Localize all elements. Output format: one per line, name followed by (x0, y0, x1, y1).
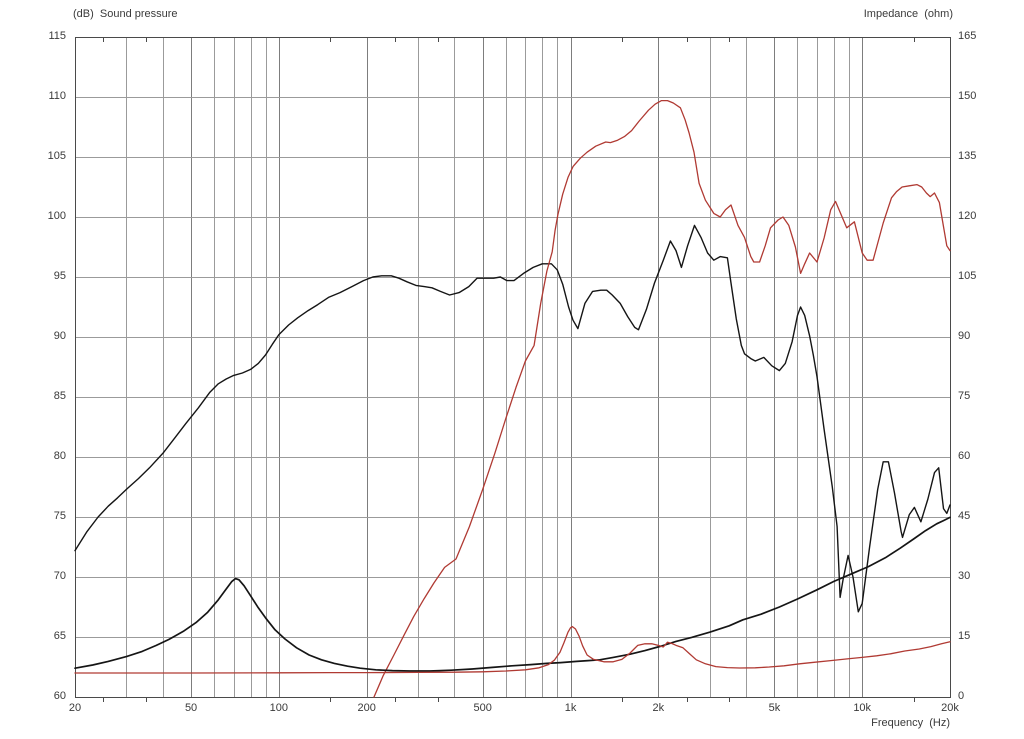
y-right-tick-label: 105 (958, 270, 977, 282)
y-right-tick-label: 15 (958, 630, 971, 642)
y-right-tick-label: 90 (958, 330, 971, 342)
x-axis-title: Frequency (Hz) (871, 717, 950, 729)
y-right-tick-label: 45 (958, 510, 971, 522)
y-left-tick-label: 105 (47, 150, 66, 162)
y-left-tick-label: 110 (48, 90, 66, 102)
x-tick-label: 5k (768, 702, 781, 714)
y-left-tick-label: 115 (48, 30, 66, 42)
series-spl_black (74, 224, 951, 613)
y-right-tick-label: 75 (958, 390, 971, 402)
y-left-tick-label: 75 (53, 510, 66, 522)
x-tick-label: 1k (564, 702, 577, 714)
y-left-tick-label: 65 (53, 630, 66, 642)
x-tick-label: 100 (269, 702, 289, 714)
y-right-tick-label: 60 (958, 450, 971, 462)
y-right-tick-label: 135 (958, 150, 977, 162)
y-right-tick-label: 30 (958, 570, 971, 582)
series-imp_red (74, 625, 951, 674)
y-left-tick-label: 60 (53, 690, 66, 702)
y-right-tick-label: 150 (958, 90, 977, 102)
y-left-tick-label: 95 (53, 270, 66, 282)
y-left-axis-title: (dB) Sound pressure (73, 8, 178, 20)
y-right-axis-title: Impedance (ohm) (863, 8, 953, 20)
y-left-tick-label: 90 (53, 330, 66, 342)
x-tick-label: 20 (68, 702, 82, 714)
y-right-tick-label: 120 (958, 210, 977, 222)
y-left-tick-label: 100 (47, 210, 66, 222)
y-right-tick-label: 0 (958, 690, 965, 702)
x-tick-label: 10k (853, 702, 872, 714)
series-imp_black (74, 516, 951, 672)
y-right-tick-label: 165 (958, 30, 977, 42)
series-spl_red (373, 99, 951, 698)
y-left-tick-label: 85 (53, 390, 66, 402)
x-tick-label: 500 (473, 702, 492, 714)
y-left-tick-label: 70 (53, 570, 66, 582)
x-tick-label: 50 (184, 702, 198, 714)
x-tick-label: 200 (357, 702, 376, 714)
x-tick-label: 2k (652, 702, 665, 714)
y-left-tick-label: 80 (53, 450, 66, 462)
x-tick-label: 20k (941, 702, 959, 714)
